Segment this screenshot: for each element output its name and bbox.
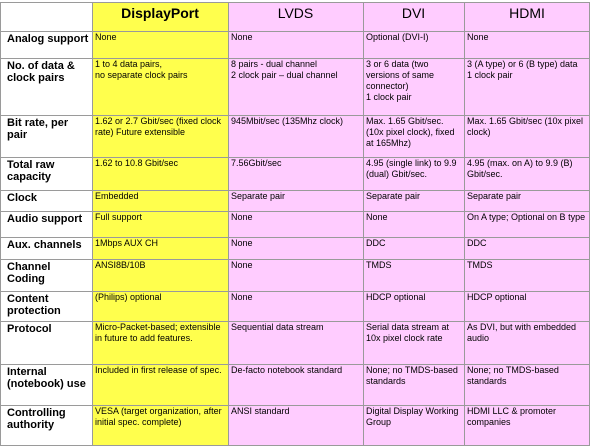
displayport-cell: 1.62 or 2.7 Gbit/sec (fixed clock rate) … [92, 115, 228, 157]
row-divider [0, 445, 590, 446]
lvds-cell: ANSI standard [228, 405, 363, 446]
row-divider [0, 364, 590, 365]
row-divider [0, 237, 590, 238]
row-divider [0, 2, 590, 3]
row-label: Internal (notebook) use [0, 364, 92, 405]
lvds-cell: 7.56Gbit/sec [228, 157, 363, 190]
column-divider [464, 2, 465, 446]
lvds-cell: Sequential data stream [228, 321, 363, 364]
dvi-cell: None; no TMDS-based standards [363, 364, 464, 405]
hdmi-cell: 3 (A type) or 6 (B type) data 1 clock pai… [464, 58, 590, 115]
row-label: Content protection [0, 291, 92, 321]
displayport-cell: (Philips) optional [92, 291, 228, 321]
column-header-dvi: DVI [363, 2, 464, 31]
row-divider [0, 58, 590, 59]
column-divider [228, 2, 229, 446]
row-divider [0, 259, 590, 260]
header-corner-cell [0, 2, 92, 31]
row-divider [0, 157, 590, 158]
displayport-cell: None [92, 31, 228, 58]
displayport-cell: ANSI8B/10B [92, 259, 228, 291]
hdmi-cell: Separate pair [464, 190, 590, 211]
lvds-cell: 8 pairs - dual channel 2 clock pair – dua… [228, 58, 363, 115]
dvi-cell: HDCP optional [363, 291, 464, 321]
lvds-cell: None [228, 291, 363, 321]
lvds-cell: 945Mbit/sec (135Mhz clock) [228, 115, 363, 157]
displayport-cell: 1.62 to 10.8 Gbit/sec [92, 157, 228, 190]
displayport-cell: Full support [92, 211, 228, 237]
row-divider [0, 405, 590, 406]
column-divider [363, 2, 364, 446]
row-label: Total raw capacity [0, 157, 92, 190]
displayport-cell: Micro-Packet-based; extensible in future… [92, 321, 228, 364]
row-divider [0, 211, 590, 212]
dvi-cell: Serial data stream at 10x pixel clock ra… [363, 321, 464, 364]
hdmi-cell: TMDS [464, 259, 590, 291]
hdmi-cell: None; no TMDS-based standards [464, 364, 590, 405]
dvi-cell: 3 or 6 data (two versions of same connec… [363, 58, 464, 115]
column-header-lvds: LVDS [228, 2, 363, 31]
column-header-hdmi: HDMI [464, 2, 590, 31]
row-label: Bit rate, per pair [0, 115, 92, 157]
lvds-cell: Separate pair [228, 190, 363, 211]
dvi-cell: 4.95 (single link) to 9.9 (dual) Gbit/se… [363, 157, 464, 190]
row-divider [0, 31, 590, 32]
column-header-displayport: DisplayPort [92, 2, 228, 31]
displayport-cell: VESA (target organization, after initial… [92, 405, 228, 446]
dvi-cell: TMDS [363, 259, 464, 291]
hdmi-cell: HDCP optional [464, 291, 590, 321]
dvi-cell: Optional (DVI-I) [363, 31, 464, 58]
hdmi-cell: 4.95 (max. on A) to 9.9 (B) Gbit/sec. [464, 157, 590, 190]
displayport-cell: Embedded [92, 190, 228, 211]
hdmi-cell: HDMI LLC & promoter companies [464, 405, 590, 446]
lvds-cell: None [228, 211, 363, 237]
row-divider [0, 115, 590, 116]
dvi-cell: DDC [363, 237, 464, 259]
row-label: No. of data & clock pairs [0, 58, 92, 115]
hdmi-cell: DDC [464, 237, 590, 259]
row-divider [0, 321, 590, 322]
column-divider [92, 2, 93, 446]
row-divider [0, 190, 590, 191]
row-divider [0, 291, 590, 292]
row-label: Analog support [0, 31, 92, 58]
row-label: Audio support [0, 211, 92, 237]
dvi-cell: Separate pair [363, 190, 464, 211]
hdmi-cell: Max. 1.65 Gbit/sec (10x pixel clock) [464, 115, 590, 157]
lvds-cell: None [228, 31, 363, 58]
dvi-cell: None [363, 211, 464, 237]
hdmi-cell: On A type; Optional on B type [464, 211, 590, 237]
dvi-cell: Digital Display Working Group [363, 405, 464, 446]
dvi-cell: Max. 1.65 Gbit/sec. (10x pixel clock), f… [363, 115, 464, 157]
row-label: Aux. channels [0, 237, 92, 259]
lvds-cell: None [228, 259, 363, 291]
lvds-cell: None [228, 237, 363, 259]
displayport-cell: 1Mbps AUX CH [92, 237, 228, 259]
column-divider [0, 2, 1, 446]
lvds-cell: De-facto notebook standard [228, 364, 363, 405]
row-label: Protocol [0, 321, 92, 364]
displayport-cell: Included in first release of spec. [92, 364, 228, 405]
row-label: Clock [0, 190, 92, 211]
row-label: Channel Coding [0, 259, 92, 291]
hdmi-cell: None [464, 31, 590, 58]
displayport-cell: 1 to 4 data pairs, no separate clock pair… [92, 58, 228, 115]
row-label: Controlling authority [0, 405, 92, 446]
hdmi-cell: As DVI, but with embedded audio [464, 321, 590, 364]
